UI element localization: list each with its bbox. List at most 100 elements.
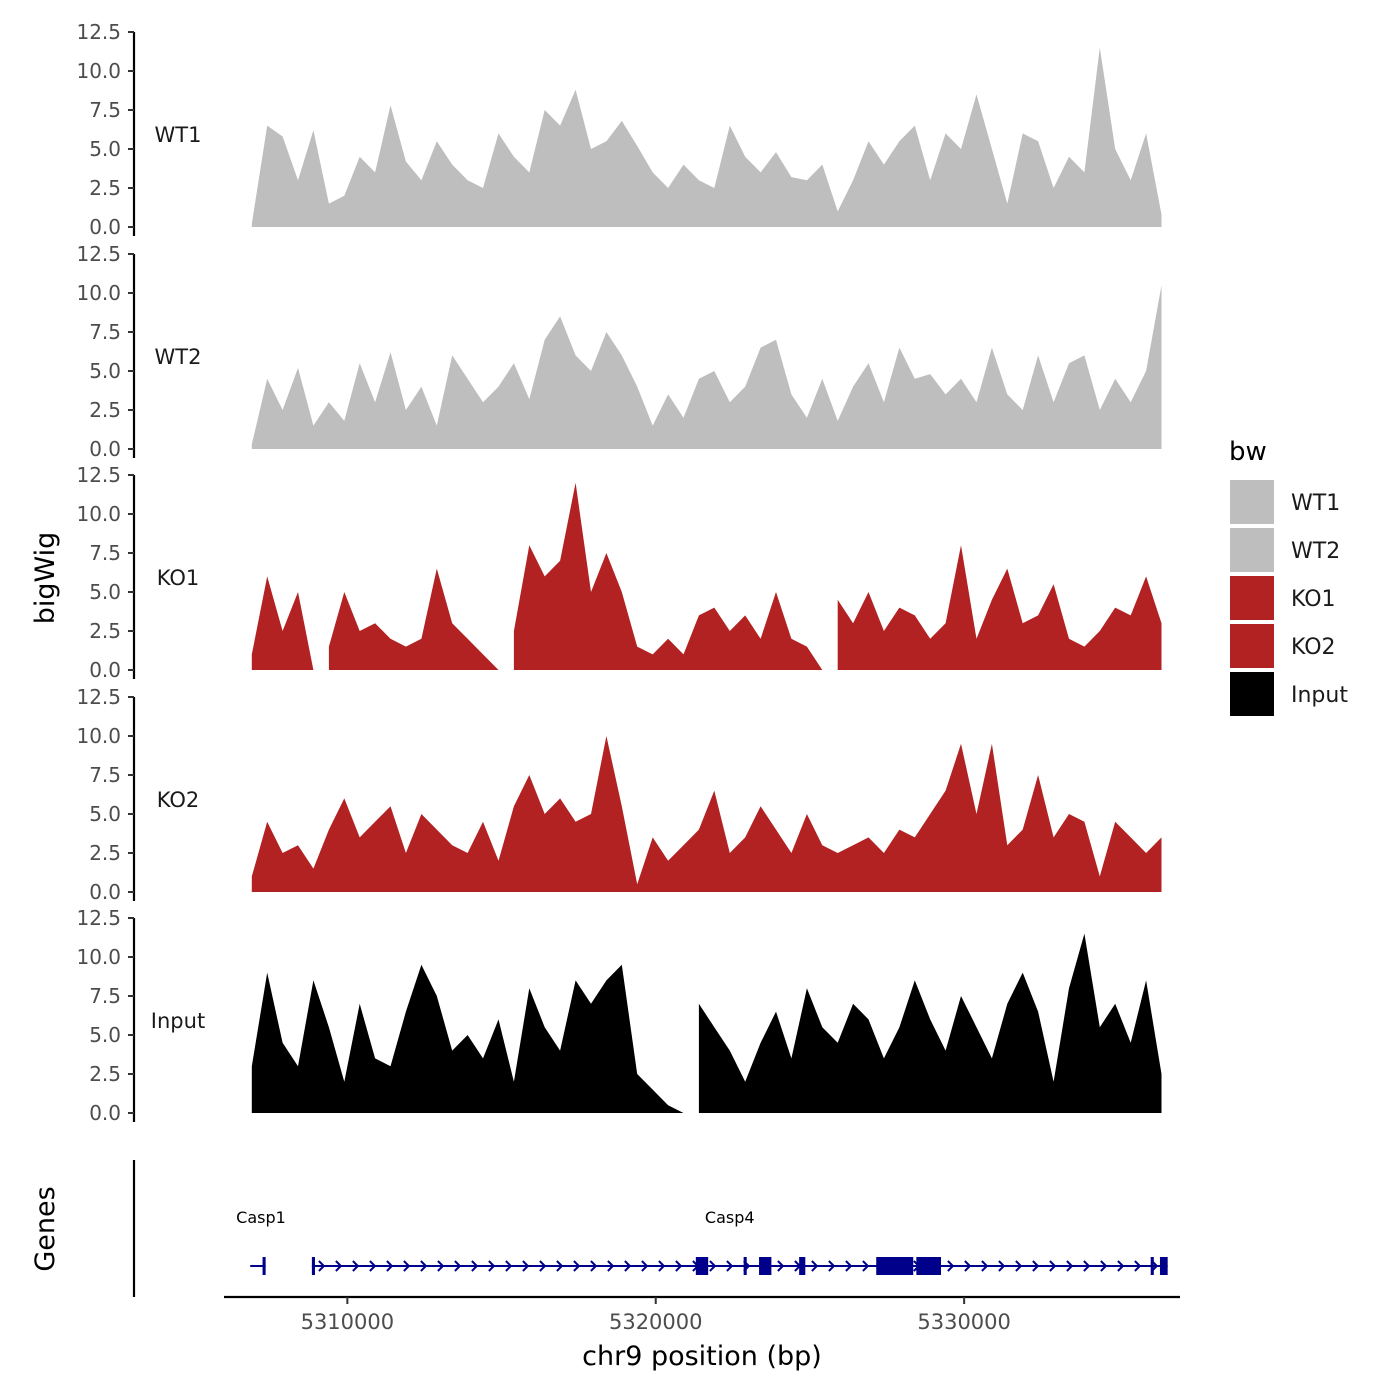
y-tick-label: 5.0 xyxy=(89,802,121,826)
strand-arrow xyxy=(998,1260,1006,1272)
genes-axis-title: Genes xyxy=(30,1186,61,1271)
track-label: WT2 xyxy=(155,345,202,369)
strand-arrow xyxy=(335,1260,343,1272)
y-tick-label: 5.0 xyxy=(89,359,121,383)
track-input: 0.0 2.5 5.0 7.5 10.0 12.5 Input xyxy=(76,906,1162,1125)
legend-label: KO1 xyxy=(1291,587,1336,612)
y-tick-label: 12.5 xyxy=(76,463,121,487)
strand-arrow xyxy=(539,1260,547,1272)
exon xyxy=(916,1257,941,1275)
strand-arrow xyxy=(726,1260,734,1272)
strand-arrow xyxy=(675,1260,683,1272)
y-tick-label: 7.5 xyxy=(89,763,121,787)
legend-label: KO2 xyxy=(1291,635,1336,660)
area-wt2 xyxy=(251,285,1162,449)
track-wt2: 0.0 2.5 5.0 7.5 10.0 12.5 WT2 xyxy=(76,242,1162,461)
genes-panel: Casp1 Casp4 xyxy=(132,1160,1168,1297)
strand-arrow xyxy=(641,1260,649,1272)
strand-arrow xyxy=(369,1260,377,1272)
strand-arrow xyxy=(862,1260,870,1272)
strand-arrow xyxy=(1134,1260,1142,1272)
legend: bw WT1 WT2 KO1 KO2 Input xyxy=(1229,437,1348,716)
strand-arrow xyxy=(1015,1260,1023,1272)
y-tick-label: 12.5 xyxy=(76,20,121,44)
track-label: WT1 xyxy=(155,123,202,147)
strand-arrow xyxy=(488,1260,496,1272)
strand-arrow xyxy=(1032,1260,1040,1272)
legend-key-input xyxy=(1230,672,1274,716)
strand-arrow xyxy=(658,1260,666,1272)
legend-label: WT2 xyxy=(1291,539,1340,564)
strand-arrow xyxy=(454,1260,462,1272)
strand-arrow xyxy=(556,1260,564,1272)
strand-arrow xyxy=(505,1260,513,1272)
x-tick-label: 5320000 xyxy=(609,1310,703,1334)
y-tick-label: 12.5 xyxy=(76,906,121,930)
strand-arrow xyxy=(811,1260,819,1272)
strand-arrow xyxy=(1117,1260,1125,1272)
y-tick-label: 2.5 xyxy=(89,619,121,643)
y-tick-label: 0.0 xyxy=(89,880,121,904)
track-label: KO2 xyxy=(157,788,200,812)
strand-arrow xyxy=(437,1260,445,1272)
exon xyxy=(311,1257,315,1275)
strand-arrow xyxy=(777,1260,785,1272)
y-tick-label: 12.5 xyxy=(76,685,121,709)
gene-casp1: Casp1 xyxy=(236,1208,286,1275)
area-ko2 xyxy=(251,736,1162,892)
y-axis-title: bigWig xyxy=(30,532,61,625)
gene-label: Casp4 xyxy=(705,1208,755,1227)
exon xyxy=(695,1257,709,1275)
strand-arrow xyxy=(981,1260,989,1272)
y-tick-label: 10.0 xyxy=(76,502,121,526)
y-tick-label: 2.5 xyxy=(89,841,121,865)
y-tick-label: 0.0 xyxy=(89,437,121,461)
y-tick-label: 10.0 xyxy=(76,945,121,969)
strand-arrow xyxy=(1066,1260,1074,1272)
exon xyxy=(799,1257,806,1275)
y-tick-label: 10.0 xyxy=(76,59,121,83)
track-label: KO1 xyxy=(157,566,200,590)
exon xyxy=(876,1257,914,1275)
strand-arrow xyxy=(1083,1260,1091,1272)
strand-arrow xyxy=(828,1260,836,1272)
legend-key-ko1 xyxy=(1230,576,1274,620)
x-tick-label: 5310000 xyxy=(301,1310,395,1334)
strand-arrow xyxy=(590,1260,598,1272)
exon xyxy=(743,1257,747,1275)
y-tick-label: 7.5 xyxy=(89,98,121,122)
y-tick-label: 12.5 xyxy=(76,242,121,266)
y-tick-label: 5.0 xyxy=(89,580,121,604)
legend-title: bw xyxy=(1229,437,1267,467)
x-axis-title: chr9 position (bp) xyxy=(582,1341,822,1372)
strand-arrow xyxy=(318,1260,326,1272)
strand-arrow xyxy=(386,1260,394,1272)
area-input xyxy=(251,933,1162,1113)
y-tick-label: 0.0 xyxy=(89,215,121,239)
x-tick-label: 5330000 xyxy=(917,1310,1011,1334)
area-wt1 xyxy=(251,47,1162,227)
legend-label: Input xyxy=(1291,683,1348,708)
track-label: Input xyxy=(151,1009,205,1033)
gene-label: Casp1 xyxy=(236,1208,286,1227)
y-tick-label: 7.5 xyxy=(89,320,121,344)
strand-arrow xyxy=(947,1260,955,1272)
exon xyxy=(1159,1257,1168,1275)
strand-arrow xyxy=(403,1260,411,1272)
strand-arrow xyxy=(709,1260,717,1272)
tracks: 0.0 2.5 5.0 7.5 10.0 12.5 WT1 0.0 2.5 5.0 7.5 10.0 1… xyxy=(76,20,1162,1125)
exon xyxy=(262,1257,266,1275)
legend-label: WT1 xyxy=(1291,491,1340,516)
exon xyxy=(1150,1257,1154,1275)
legend-key-wt1 xyxy=(1230,480,1274,524)
track-ko1: 0.0 2.5 5.0 7.5 10.0 12.5 KO1 xyxy=(76,463,1162,682)
y-tick-label: 7.5 xyxy=(89,984,121,1008)
exon xyxy=(759,1257,772,1275)
y-tick-label: 5.0 xyxy=(89,1023,121,1047)
strand-arrow xyxy=(522,1260,530,1272)
y-tick-label: 0.0 xyxy=(89,658,121,682)
y-tick-label: 0.0 xyxy=(89,1101,121,1125)
y-tick-label: 7.5 xyxy=(89,541,121,565)
y-tick-label: 5.0 xyxy=(89,137,121,161)
